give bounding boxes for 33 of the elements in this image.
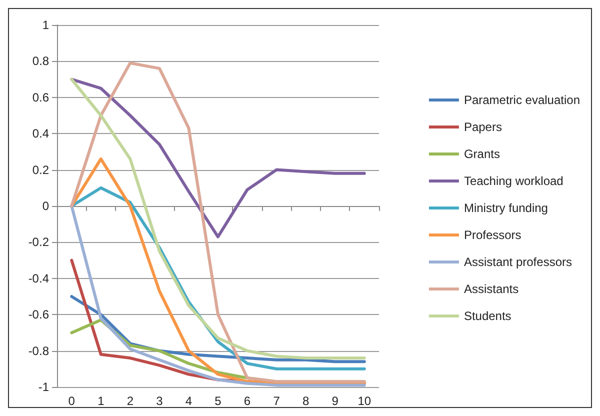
legend-label: Ministry funding xyxy=(464,201,548,215)
legend-label: Grants xyxy=(464,147,500,161)
legend-label: Assistants xyxy=(464,282,519,296)
y-tick-label: 0.6 xyxy=(32,90,50,104)
x-tick-label: 9 xyxy=(332,394,339,408)
x-tick-label: 4 xyxy=(185,394,192,408)
x-tick-label: 10 xyxy=(358,394,372,408)
legend-label: Parametric evaluation xyxy=(464,93,580,107)
y-tick-label: -0.8 xyxy=(28,344,50,358)
x-tick-label: 0 xyxy=(68,394,76,408)
legend-label: Assistant professors xyxy=(464,255,572,269)
line-series xyxy=(70,204,366,387)
legend-label: Teaching workload xyxy=(464,174,564,188)
y-tick-label: -0.4 xyxy=(28,271,50,286)
legend-label: Students xyxy=(464,309,512,323)
y-tick-label: -0.6 xyxy=(28,308,50,322)
x-tick-label: 3 xyxy=(156,394,164,408)
x-tick-label: 7 xyxy=(273,394,280,408)
y-tick-label: 0.8 xyxy=(32,54,50,68)
y-tick-label: -0.2 xyxy=(28,235,50,250)
x-tick-label: 1 xyxy=(98,394,105,408)
y-tick-label: 1 xyxy=(42,18,50,32)
y-tick-label: -1 xyxy=(38,380,50,394)
x-tick-label: 5 xyxy=(214,394,222,408)
x-tick-label: 6 xyxy=(244,394,251,408)
legend-label: Professors xyxy=(464,228,522,242)
y-tick-label: 0.2 xyxy=(32,162,50,177)
line-series xyxy=(70,78,366,238)
x-tick-label: 8 xyxy=(302,394,310,408)
legend-label: Papers xyxy=(464,120,502,134)
x-tick-label: 2 xyxy=(126,394,134,408)
y-tick-label: 0 xyxy=(42,199,50,213)
y-tick-label: 0.4 xyxy=(32,126,50,141)
